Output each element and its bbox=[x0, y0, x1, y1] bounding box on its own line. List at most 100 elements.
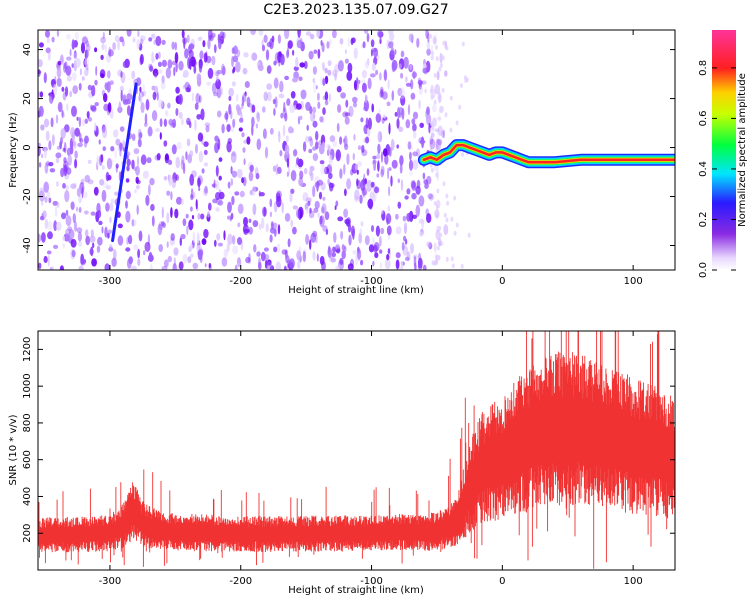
noise-speckle bbox=[312, 120, 318, 128]
noise-speckle bbox=[197, 213, 201, 220]
noise-speckle bbox=[236, 257, 242, 268]
noise-speckle bbox=[216, 76, 219, 82]
noise-speckle bbox=[85, 49, 89, 59]
noise-speckle bbox=[352, 101, 358, 108]
noise-speckle-faint bbox=[445, 217, 449, 223]
noise-speckle bbox=[206, 81, 212, 86]
noise-speckle bbox=[161, 265, 168, 270]
noise-speckle bbox=[299, 170, 304, 180]
noise-speckle bbox=[49, 266, 54, 270]
noise-speckle bbox=[347, 37, 351, 47]
noise-speckle bbox=[344, 58, 349, 64]
noise-speckle bbox=[397, 178, 400, 184]
noise-speckle bbox=[316, 253, 319, 262]
noise-speckle bbox=[439, 94, 444, 102]
noise-speckle bbox=[264, 259, 268, 269]
noise-speckle bbox=[109, 216, 112, 224]
noise-speckle bbox=[417, 257, 423, 269]
noise-speckle bbox=[159, 132, 162, 140]
noise-speckle bbox=[215, 192, 221, 201]
noise-speckle bbox=[342, 111, 349, 118]
noise-speckle bbox=[178, 111, 183, 119]
noise-speckle bbox=[388, 167, 392, 172]
noise-speckle bbox=[72, 213, 77, 224]
noise-speckle bbox=[264, 254, 270, 261]
noise-speckle bbox=[200, 213, 205, 220]
noise-speckle bbox=[181, 118, 184, 126]
noise-speckle bbox=[398, 58, 405, 70]
snr-axes: -300 -200 -100 0 100 200 400 600 800 1000 1200 bbox=[22, 331, 675, 587]
noise-speckle bbox=[318, 191, 323, 200]
noise-speckle bbox=[137, 30, 140, 38]
noise-speckle bbox=[90, 246, 94, 257]
noise-speckle bbox=[424, 183, 429, 190]
noise-speckle bbox=[157, 69, 163, 74]
noise-speckle bbox=[45, 130, 50, 141]
noise-speckle bbox=[419, 139, 426, 144]
noise-speckle bbox=[395, 213, 399, 220]
noise-speckle bbox=[327, 246, 332, 258]
noise-speckle bbox=[241, 132, 245, 138]
noise-speckle bbox=[203, 149, 208, 156]
noise-speckle bbox=[251, 116, 255, 127]
noise-speckle bbox=[427, 32, 430, 43]
noise-speckle bbox=[199, 254, 203, 264]
noise-speckle bbox=[81, 186, 84, 199]
noise-speckle bbox=[181, 198, 184, 205]
noise-speckle bbox=[386, 225, 392, 236]
noise-speckle bbox=[132, 38, 136, 43]
noise-speckle bbox=[284, 112, 288, 122]
noise-speckle bbox=[120, 89, 123, 102]
noise-speckle bbox=[377, 143, 381, 154]
noise-speckle bbox=[287, 238, 291, 248]
noise-speckle bbox=[38, 59, 43, 68]
noise-speckle bbox=[255, 123, 259, 129]
noise-speckle bbox=[82, 191, 88, 199]
noise-speckle bbox=[370, 49, 373, 57]
noise-speckle bbox=[200, 108, 205, 121]
noise-speckle bbox=[54, 206, 58, 218]
noise-speckle bbox=[372, 190, 377, 203]
noise-speckle bbox=[60, 167, 65, 178]
noise-speckle bbox=[321, 203, 327, 215]
noise-speckle bbox=[292, 149, 298, 157]
noise-speckle bbox=[78, 241, 83, 247]
noise-speckle bbox=[115, 163, 119, 169]
noise-speckle bbox=[214, 180, 220, 191]
noise-speckle bbox=[428, 242, 433, 250]
noise-speckle bbox=[390, 138, 395, 151]
noise-speckle bbox=[107, 102, 112, 113]
noise-speckle bbox=[51, 265, 55, 270]
noise-speckle bbox=[91, 258, 97, 267]
noise-speckle bbox=[94, 47, 98, 53]
noise-speckle bbox=[84, 174, 91, 183]
noise-speckle bbox=[87, 159, 92, 164]
noise-speckle bbox=[322, 107, 326, 115]
noise-speckle bbox=[74, 31, 80, 41]
x-tick-label: -200 bbox=[229, 276, 252, 287]
noise-speckle bbox=[198, 186, 201, 192]
noise-speckle bbox=[231, 56, 234, 68]
noise-speckle bbox=[344, 143, 349, 151]
noise-speckle bbox=[266, 65, 272, 74]
noise-speckle bbox=[38, 233, 42, 243]
y-tick-label: 0 bbox=[22, 144, 33, 150]
noise-speckle-faint bbox=[446, 200, 450, 206]
noise-speckle bbox=[287, 165, 290, 176]
noise-speckle bbox=[260, 251, 266, 262]
noise-speckle bbox=[62, 243, 66, 249]
noise-speckle bbox=[303, 167, 308, 175]
noise-speckle bbox=[84, 118, 89, 124]
noise-speckle bbox=[223, 230, 226, 241]
noise-speckle bbox=[281, 249, 287, 255]
noise-speckle bbox=[188, 219, 194, 231]
noise-speckle-faint bbox=[445, 45, 449, 51]
noise-speckle-faint bbox=[449, 127, 453, 133]
noise-speckle bbox=[361, 69, 367, 79]
noise-speckle bbox=[126, 105, 131, 116]
noise-speckle bbox=[128, 256, 133, 265]
noise-speckle bbox=[87, 117, 93, 122]
noise-speckle bbox=[235, 61, 241, 73]
noise-speckle bbox=[114, 191, 119, 196]
noise-speckle bbox=[353, 47, 358, 60]
